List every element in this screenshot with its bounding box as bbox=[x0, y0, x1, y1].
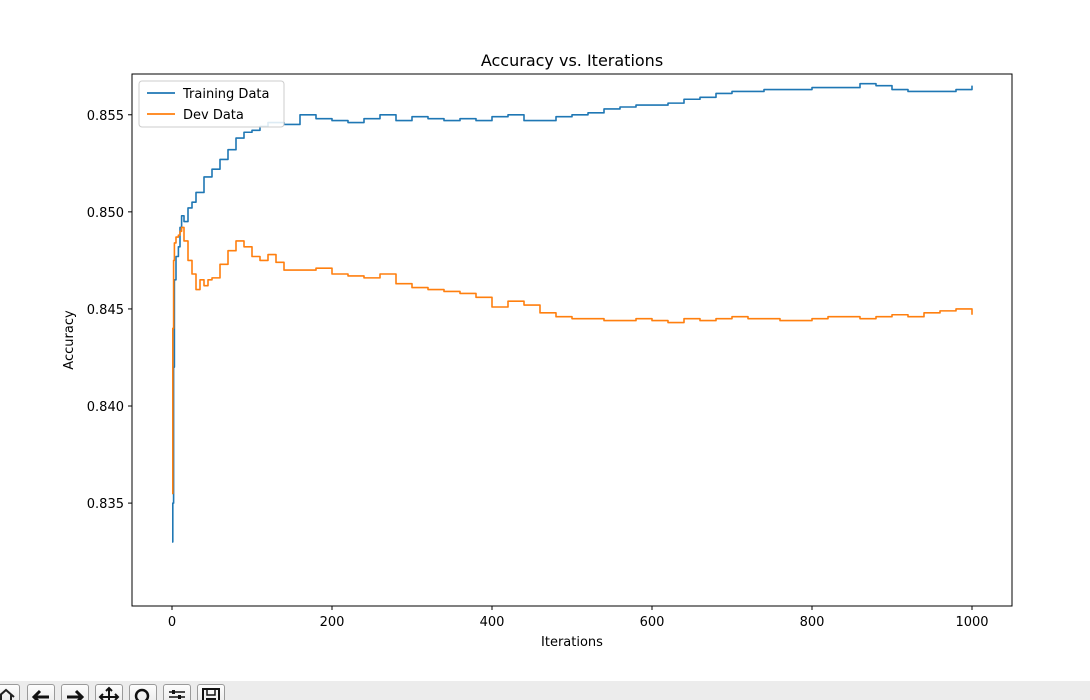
accuracy-chart: Accuracy vs. Iterations 0 200 400 600 800 100… bbox=[62, 51, 1013, 650]
forward-arrow-icon bbox=[67, 689, 85, 700]
pan-button[interactable] bbox=[95, 684, 123, 700]
axes-frame bbox=[131, 73, 1013, 607]
subplots-icon bbox=[169, 690, 185, 699]
y-tick-label: 0.845 bbox=[87, 303, 124, 318]
x-tick-label: 400 bbox=[480, 615, 505, 630]
back-arrow-icon bbox=[31, 689, 49, 700]
y-axis-label: Accuracy bbox=[62, 310, 77, 370]
figure-canvas: Accuracy vs. Iterations 0 200 400 600 800 100… bbox=[62, 51, 1013, 650]
forward-button[interactable] bbox=[61, 684, 89, 700]
chart-title: Accuracy vs. Iterations bbox=[481, 51, 663, 70]
y-tick-label: 0.855 bbox=[87, 109, 124, 124]
x-axis-label: Iterations bbox=[541, 635, 603, 650]
pan-icon bbox=[98, 686, 120, 700]
y-tick-label: 0.850 bbox=[87, 206, 124, 221]
x-tick-label: 1000 bbox=[955, 615, 988, 630]
x-tick-label: 0 bbox=[168, 615, 176, 630]
x-tick-label: 200 bbox=[320, 615, 345, 630]
y-axis: 0.835 0.840 0.845 0.850 0.855 bbox=[87, 109, 132, 512]
subplots-button[interactable] bbox=[163, 684, 191, 700]
home-icon bbox=[0, 688, 15, 700]
x-tick-label: 600 bbox=[640, 615, 665, 630]
legend-label: Dev Data bbox=[183, 108, 244, 123]
save-icon bbox=[202, 688, 220, 700]
plot-area bbox=[131, 73, 1013, 607]
legend-box bbox=[138, 80, 285, 128]
y-tick-label: 0.840 bbox=[87, 400, 124, 415]
zoom-button[interactable] bbox=[129, 684, 157, 700]
x-tick-label: 800 bbox=[800, 615, 825, 630]
back-button[interactable] bbox=[27, 684, 55, 700]
series-line-training-data bbox=[172, 82, 973, 543]
y-tick-label: 0.835 bbox=[87, 497, 124, 512]
legend-label: Training Data bbox=[182, 87, 269, 102]
legend: Training Data Dev Data bbox=[138, 80, 285, 128]
navigation-toolbar bbox=[0, 681, 1090, 700]
x-axis: 0 200 400 600 800 1000 bbox=[168, 606, 989, 630]
save-button[interactable] bbox=[197, 684, 225, 700]
home-button[interactable] bbox=[0, 684, 20, 700]
plot-background bbox=[132, 74, 1012, 606]
zoom-icon bbox=[134, 688, 150, 700]
series-layer bbox=[172, 82, 973, 543]
series-line-dev-data bbox=[172, 226, 973, 495]
